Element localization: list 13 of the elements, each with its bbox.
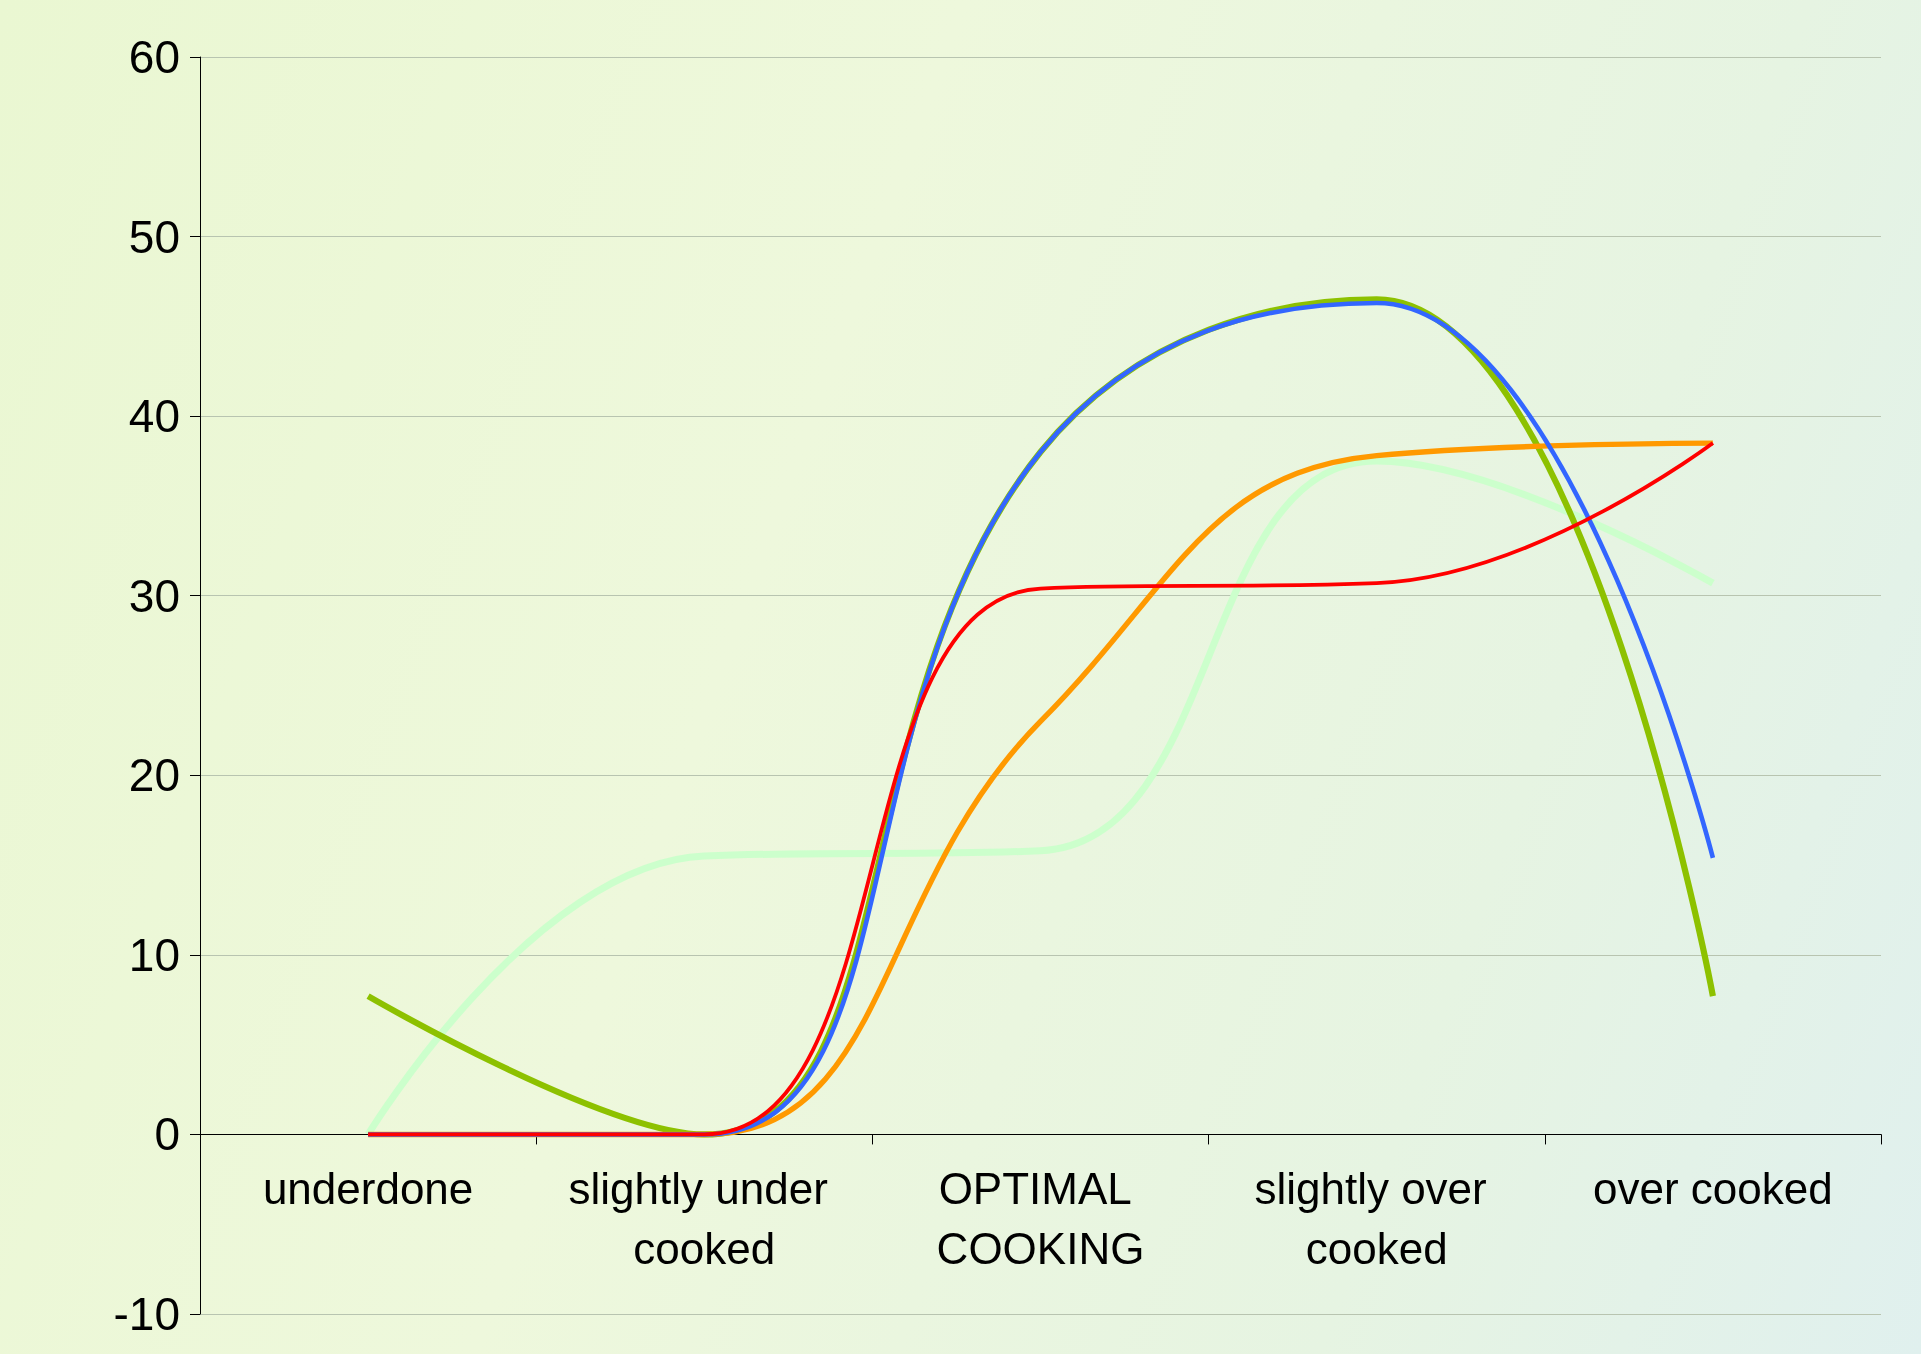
y-tick-label: 20	[128, 749, 180, 802]
y-tick-label: 60	[128, 31, 180, 83]
x-tick-label: over cooked	[1593, 1163, 1833, 1213]
y-tick-label: 30	[128, 569, 180, 622]
y-tick-label: -10	[113, 1288, 180, 1340]
y-tick-label: 40	[128, 390, 180, 443]
x-tick-label: underdone	[262, 1163, 474, 1213]
y-tick-label: 10	[128, 928, 180, 981]
y-tick-label: 0	[154, 1108, 180, 1161]
y-tick-label: 50	[128, 210, 180, 263]
x-tick-label: OPTIMAL COOKING	[936, 1163, 1145, 1273]
x-tick-label: slightly under cooked	[568, 1163, 841, 1273]
x-tick-label: slightly over cooked	[1254, 1163, 1499, 1273]
